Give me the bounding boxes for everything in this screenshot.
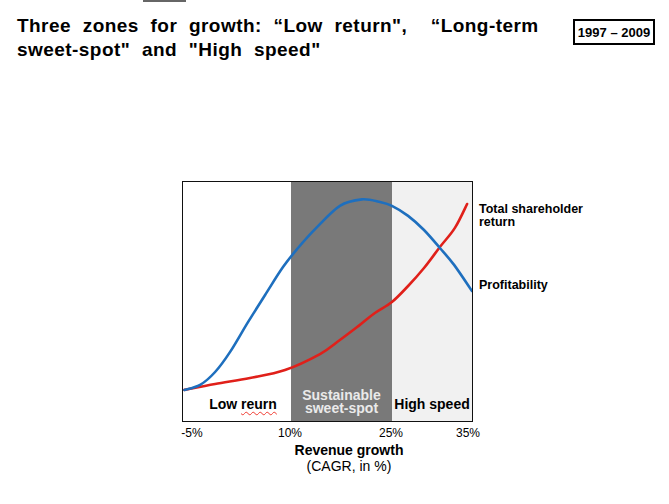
zone-label-sweet-spot: Sustainablesweet-spot	[291, 389, 392, 415]
date-range-box: 1997 – 2009	[573, 19, 655, 45]
slide-title: Three zones for growth: “Low return", “L…	[17, 14, 597, 61]
curves-plot	[183, 182, 472, 421]
x-axis-title-main: Revenue growth	[249, 442, 449, 458]
title-line-1: Three zones for growth: “Low return", “L…	[17, 15, 539, 36]
slide: Three zones for growth: “Low return", “L…	[0, 0, 669, 504]
series-label-profitability: Profitability	[479, 279, 597, 292]
zone-label-low-return: Low reurn	[183, 398, 303, 411]
misspelled-word: reurn	[241, 396, 277, 412]
top-crop-artifact	[143, 0, 186, 2]
x-tick-neg5: -5%	[170, 426, 214, 440]
x-axis-title: Revenue growth (CAGR, in %)	[249, 442, 449, 474]
zone-label-high-speed: High speed	[392, 398, 472, 411]
x-tick-35: 35%	[446, 426, 490, 440]
series-label-total-shareholder-return: Total shareholder return	[479, 203, 597, 229]
growth-zones-chart: Low reurn Sustainablesweet-spot High spe…	[182, 181, 473, 422]
x-tick-10: 10%	[268, 426, 312, 440]
profitability-curve	[184, 199, 472, 390]
x-tick-25: 25%	[369, 426, 413, 440]
title-line-2: sweet-spot" and "High speed"	[17, 39, 321, 60]
date-range: 1997 – 2009	[578, 25, 650, 40]
x-axis-title-sub: (CAGR, in %)	[249, 458, 449, 474]
